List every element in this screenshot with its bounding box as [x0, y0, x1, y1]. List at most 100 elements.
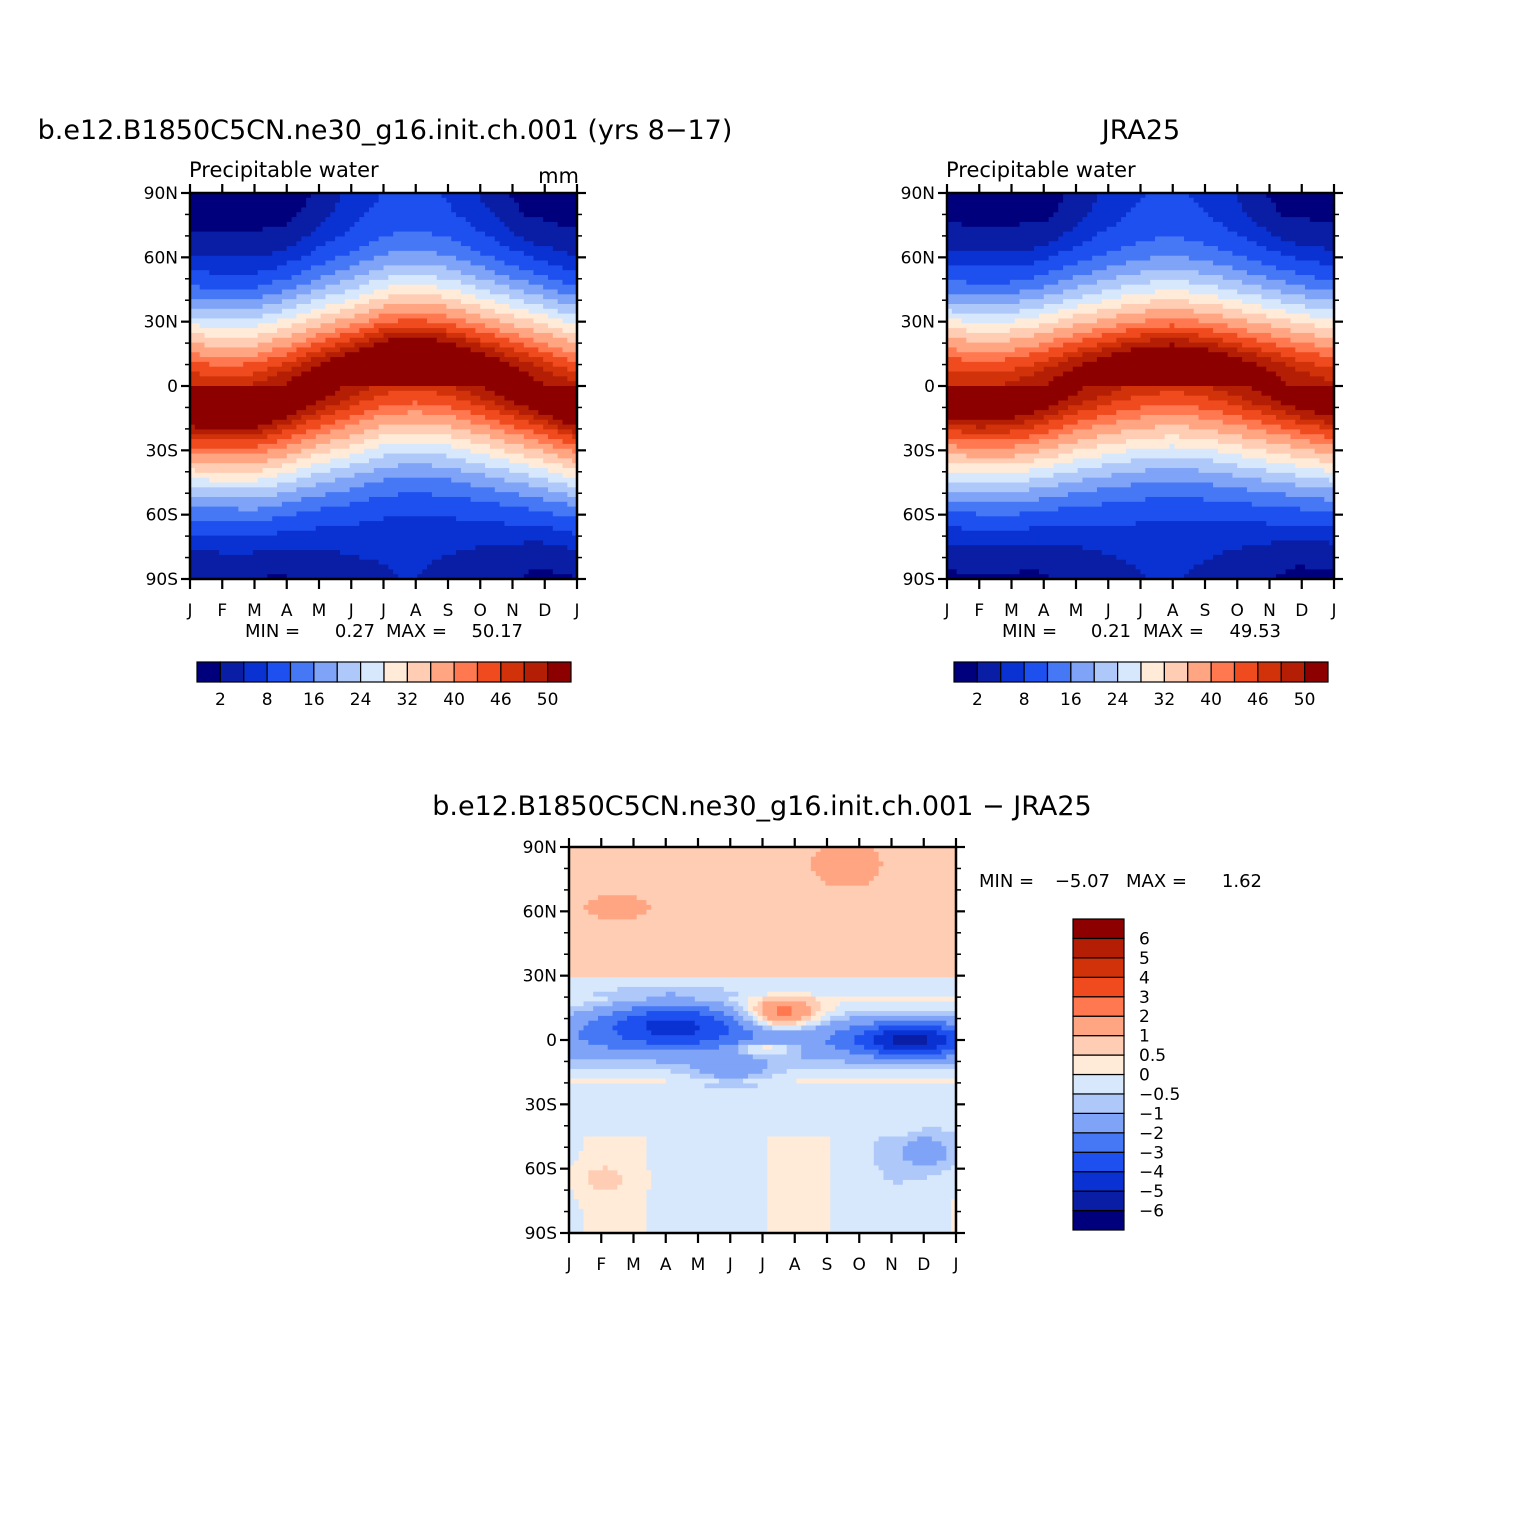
contour-cell — [947, 197, 1064, 204]
contour-cell — [1058, 202, 1093, 209]
contour-cell — [562, 472, 578, 479]
contour-cell — [388, 284, 438, 291]
contour-cell — [364, 448, 472, 455]
contour-cell — [569, 885, 957, 892]
contour-cell — [569, 900, 589, 906]
contour-cell — [1242, 545, 1335, 551]
contour-cell — [1275, 342, 1316, 348]
contour-cell — [1266, 448, 1316, 455]
contour-cell — [947, 516, 1335, 522]
contour-cell — [810, 991, 957, 998]
contour-cell — [1246, 424, 1282, 431]
contour-cell — [699, 1025, 730, 1031]
contour-cell — [494, 255, 535, 262]
contour-cell — [1058, 410, 1079, 416]
contour-cell — [747, 1044, 764, 1051]
contour-cell — [190, 207, 302, 213]
contour-cell — [767, 1189, 831, 1195]
contour-cell — [252, 550, 341, 556]
contour-cell — [368, 386, 457, 392]
contour-cell — [446, 303, 481, 310]
contour-cell — [460, 289, 491, 295]
contour-cell — [480, 337, 510, 344]
contour-cell — [956, 347, 1016, 353]
contour-cell — [873, 847, 957, 853]
contour-cell — [961, 221, 1021, 228]
contour-cell — [1048, 574, 1146, 580]
contour-cell — [1271, 323, 1316, 329]
contour-cell — [436, 284, 477, 291]
contour-cell — [1237, 197, 1272, 204]
contour-cell — [569, 996, 609, 1002]
contour-cell — [709, 1006, 735, 1012]
contour-cell — [1242, 357, 1272, 363]
contour-cell — [569, 1059, 657, 1065]
contour-cell — [839, 1001, 957, 1007]
contour-cell — [1063, 289, 1103, 295]
contour-cell — [485, 323, 515, 329]
contour-cell — [573, 1160, 647, 1167]
contour-cell — [190, 439, 278, 445]
x-tick-label: A — [660, 1255, 672, 1275]
contour-cell — [277, 318, 307, 324]
contour-cell — [514, 197, 578, 204]
colorbar-swatch — [1072, 1093, 1125, 1114]
contour-cell — [593, 991, 667, 998]
contour-cell — [383, 516, 457, 522]
contour-cell — [1227, 352, 1258, 358]
contour-cell — [1304, 294, 1335, 300]
contour-cell — [1063, 342, 1098, 348]
contour-cell — [523, 574, 573, 580]
contour-cell — [723, 986, 957, 993]
contour-cell — [569, 1213, 585, 1220]
contour-cell — [1237, 231, 1272, 238]
contour-cell — [286, 443, 317, 450]
x-tick-label: J — [1105, 601, 1111, 621]
contour-cell — [378, 434, 452, 440]
contour-cell — [359, 294, 389, 300]
contour-cell — [257, 477, 298, 484]
contour-cell — [1266, 468, 1325, 474]
x-tick-label: F — [974, 601, 984, 621]
contour-cell — [339, 308, 370, 315]
contour-cell — [1319, 424, 1335, 431]
contour-cell — [417, 400, 472, 406]
contour-cell — [190, 260, 288, 266]
contour-cell — [315, 482, 365, 488]
contour-cell — [1140, 405, 1200, 411]
contour-cell — [1067, 405, 1098, 411]
contour-cell — [569, 866, 812, 872]
axis-ticks — [938, 184, 1343, 589]
contour-cell — [301, 414, 322, 421]
contour-cell — [286, 221, 322, 228]
contour-cell — [936, 1160, 957, 1167]
contour-cell — [1266, 458, 1321, 464]
contour-cell — [543, 458, 573, 464]
contour-cell — [1072, 448, 1127, 455]
contour-cell — [1058, 453, 1103, 459]
contour-cell — [1130, 395, 1209, 402]
contour-cell — [1251, 400, 1282, 406]
contour-cell — [1237, 332, 1272, 339]
x-tick-label: J — [573, 601, 579, 621]
contour-cell — [1014, 366, 1045, 373]
contour-cell — [465, 458, 510, 464]
contour-cell — [465, 308, 496, 315]
contour-cell — [1208, 347, 1238, 353]
contour-cell — [538, 410, 578, 416]
contour-cell — [1242, 342, 1277, 348]
contour-cell — [1329, 540, 1335, 546]
contour-cell — [528, 308, 559, 315]
contour-cell — [272, 516, 385, 522]
colorbar-swatch — [219, 661, 245, 683]
contour-cell — [1203, 559, 1335, 566]
x-tick-label: M — [1004, 601, 1019, 621]
contour-cell — [947, 506, 1059, 513]
contour-cell — [523, 212, 578, 218]
contour-cell — [523, 443, 554, 450]
contour-cell — [588, 1179, 623, 1186]
contour-cell — [1188, 289, 1238, 295]
contour-cell — [699, 1068, 764, 1075]
contour-cell — [190, 212, 298, 218]
